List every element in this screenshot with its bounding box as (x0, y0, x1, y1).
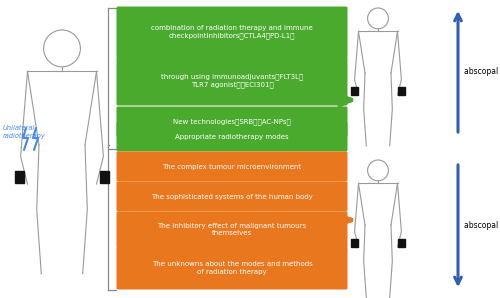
FancyBboxPatch shape (116, 181, 348, 212)
Bar (100, 171, 110, 183)
Text: The complex tumour microenvironment: The complex tumour microenvironment (162, 164, 302, 170)
Text: The sophisticated systems of the human body: The sophisticated systems of the human b… (151, 193, 313, 199)
Bar (398, 87, 406, 95)
FancyBboxPatch shape (116, 122, 348, 151)
Text: New technologies（SRB、　AC-NPs）: New technologies（SRB、 AC-NPs） (173, 118, 291, 125)
FancyBboxPatch shape (116, 212, 348, 248)
Bar (398, 239, 406, 247)
Text: through using immunoadjuvants（FLT3L、
TLR7 agonist、　ECI301）: through using immunoadjuvants（FLT3L、 TLR… (161, 74, 303, 89)
Text: combination of radiation therapy and immune
checkpointinhibitors（CTLA4、PD-L1）: combination of radiation therapy and imm… (151, 25, 313, 39)
FancyBboxPatch shape (116, 246, 348, 289)
Bar (14, 171, 24, 183)
Text: Unilateral
radiotherapy: Unilateral radiotherapy (3, 125, 46, 139)
Bar (350, 87, 358, 95)
FancyBboxPatch shape (116, 106, 348, 136)
FancyBboxPatch shape (116, 7, 348, 58)
Text: The inhibitory effect of malignant tumours
themselves: The inhibitory effect of malignant tumou… (158, 223, 306, 236)
FancyBboxPatch shape (116, 151, 348, 181)
Text: abscopal effect: abscopal effect (464, 221, 500, 230)
Text: abscopal effect: abscopal effect (464, 68, 500, 77)
Text: The unknowns about the modes and methods
of radiation therapy: The unknowns about the modes and methods… (152, 261, 312, 275)
Text: Appropriate radiotherapy modes: Appropriate radiotherapy modes (175, 134, 289, 139)
Bar (350, 239, 358, 247)
FancyBboxPatch shape (116, 57, 348, 105)
